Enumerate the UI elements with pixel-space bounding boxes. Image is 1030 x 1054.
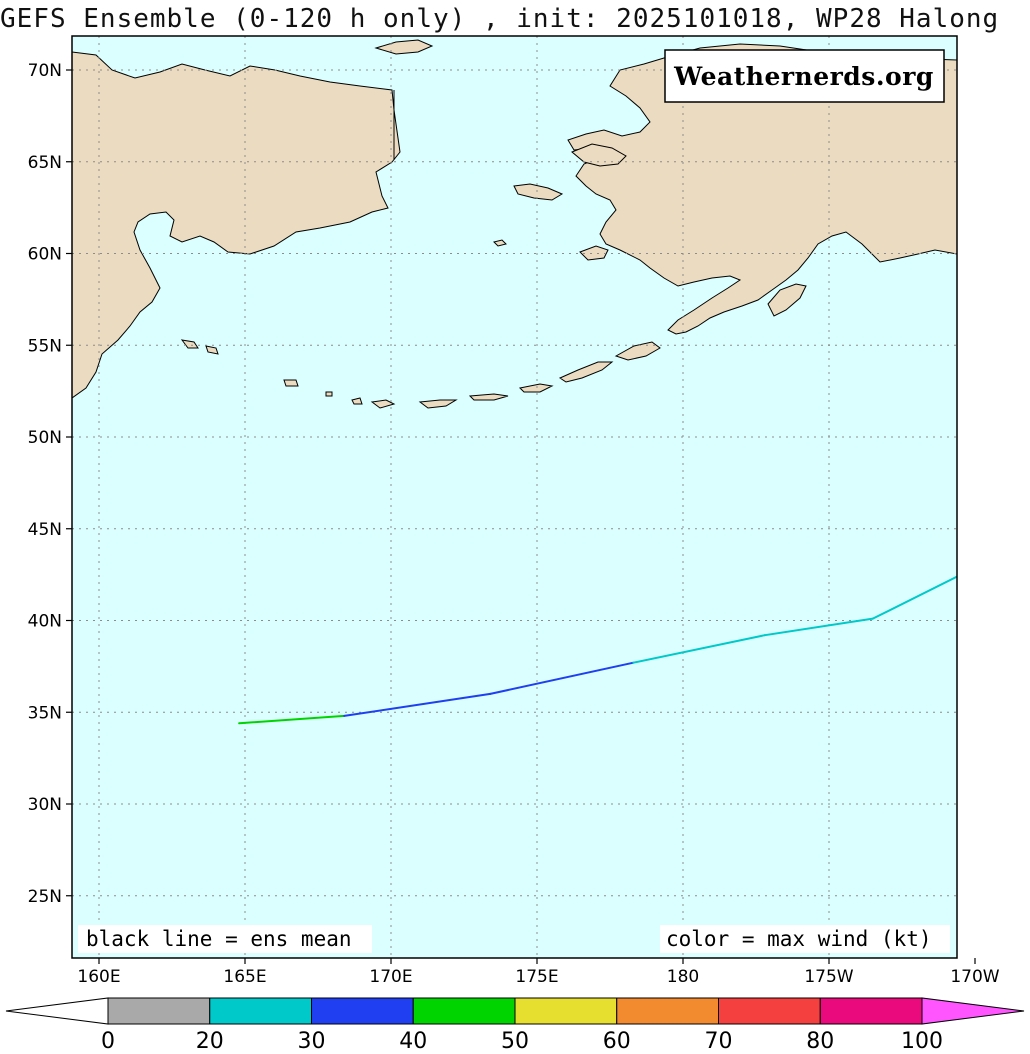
land-aleutian-chain <box>351 361 614 409</box>
lon-tick-label: 170E <box>369 967 412 987</box>
land-kodiak <box>767 283 807 317</box>
lon-tick-label: 160E <box>77 967 120 987</box>
colorbar-label: 50 <box>501 1029 529 1054</box>
land-wrangel-island <box>374 39 434 55</box>
colorbar-label: 70 <box>705 1029 733 1054</box>
storm-track <box>238 575 957 725</box>
colorbar-segment <box>514 997 618 1025</box>
track-segment <box>238 714 346 725</box>
watermark: Weathernerds.org <box>664 49 945 103</box>
colorbar-label: 60 <box>603 1029 631 1054</box>
lat-tick-label: 25N <box>28 887 62 907</box>
colorbar-segment <box>311 997 414 1025</box>
land-chukotka <box>72 51 401 399</box>
land-near-islands <box>283 379 333 397</box>
land-pribilof <box>493 239 507 247</box>
colorbar-label: 40 <box>399 1029 427 1054</box>
latitude-labels: 70N 65N 60N 55N 50N 45N 40N 35N 30N 25N <box>28 61 72 907</box>
colorbar-label: 100 <box>901 1029 943 1054</box>
note-left-text: black line = ens mean <box>86 927 352 951</box>
track-segment <box>871 575 957 620</box>
lon-tick-label: 180 <box>667 967 699 987</box>
map-title: GEFS Ensemble (0-120 h only) , init: 202… <box>0 4 1000 34</box>
colorbar-label: 20 <box>196 1029 224 1054</box>
watermark-text: Weathernerds.org <box>673 62 934 91</box>
track-segment <box>632 634 766 664</box>
colorbar-under-arrow <box>5 997 109 1025</box>
colorbar-over-arrow <box>921 997 1025 1025</box>
colorbar-label: 30 <box>298 1029 326 1054</box>
lon-tick-label: 170W <box>950 967 999 987</box>
lat-tick-label: 65N <box>28 153 62 173</box>
note-right-text: color = max wind (kt) <box>666 927 932 951</box>
lat-lon-grid <box>72 36 957 958</box>
lat-tick-label: 55N <box>28 336 62 356</box>
note-right: color = max wind (kt) <box>660 925 950 953</box>
colorbar-label: 80 <box>806 1029 834 1054</box>
wind-colorbar: 0 20 30 40 50 60 70 80 100 <box>5 997 1025 1054</box>
note-left: black line = ens mean <box>78 925 372 953</box>
lat-tick-label: 50N <box>28 428 62 448</box>
land-alaska <box>567 43 957 335</box>
lon-tick-label: 165E <box>223 967 266 987</box>
lat-tick-label: 40N <box>28 612 62 632</box>
colorbar-segment <box>718 997 821 1025</box>
track-segment <box>763 617 874 637</box>
lon-tick-label: 175E <box>515 967 558 987</box>
lat-tick-label: 45N <box>28 520 62 540</box>
land-aleutian-east <box>614 341 661 361</box>
lat-tick-label: 70N <box>28 61 62 81</box>
lon-tick-label: 175W <box>804 967 853 987</box>
lat-tick-label: 35N <box>28 703 62 723</box>
land-st-lawrence-island <box>513 183 564 201</box>
colorbar-label: 0 <box>101 1029 115 1054</box>
lat-tick-label: 30N <box>28 795 62 815</box>
map-frame <box>71 35 958 959</box>
track-segment <box>343 692 492 717</box>
land-layer <box>72 39 957 409</box>
longitude-labels: 160E165E170E175E180175W170W165W160W155W1… <box>77 958 1000 987</box>
land-seward <box>571 143 627 167</box>
colorbar-segment <box>412 997 516 1025</box>
colorbar-segment <box>209 997 312 1025</box>
track-segment <box>489 661 635 695</box>
lat-tick-label: 60N <box>28 245 62 265</box>
colorbar-segment <box>616 997 719 1025</box>
colorbar-segment <box>819 997 923 1025</box>
colorbar-segment <box>107 997 211 1025</box>
